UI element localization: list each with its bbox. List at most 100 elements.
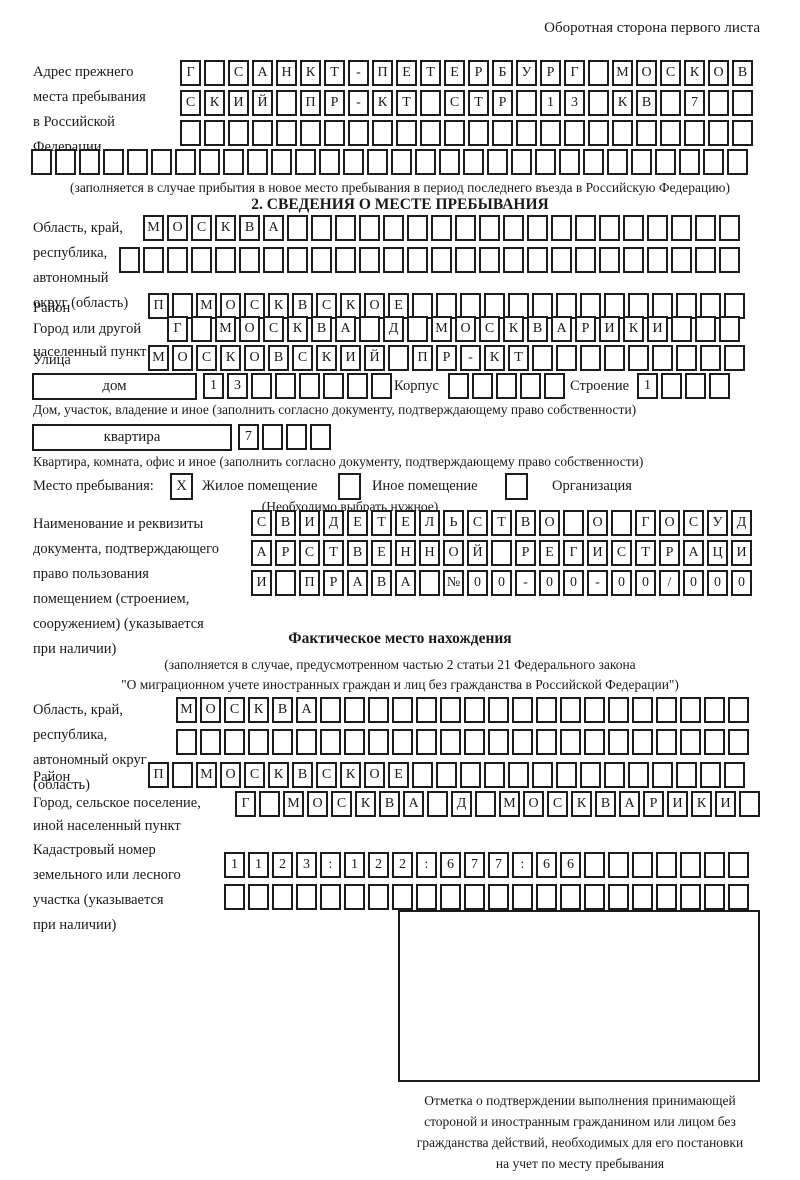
char-cell[interactable]: М bbox=[283, 791, 304, 817]
char-cell[interactable] bbox=[728, 697, 749, 723]
char-cell[interactable]: М bbox=[499, 791, 520, 817]
char-cell[interactable] bbox=[391, 149, 412, 175]
char-cell[interactable]: Д bbox=[451, 791, 472, 817]
char-cell[interactable]: С bbox=[191, 215, 212, 241]
char-cell[interactable] bbox=[516, 120, 537, 146]
char-cell[interactable] bbox=[584, 852, 605, 878]
char-cell[interactable]: 7 bbox=[684, 90, 705, 116]
char-cell[interactable]: К bbox=[268, 293, 289, 319]
char-cell[interactable] bbox=[676, 345, 697, 371]
char-cell[interactable] bbox=[680, 729, 701, 755]
char-cell[interactable]: Е bbox=[347, 510, 368, 536]
char-cell[interactable]: Р bbox=[643, 791, 664, 817]
char-cell[interactable]: О bbox=[659, 510, 680, 536]
char-cell[interactable] bbox=[532, 345, 553, 371]
char-cell[interactable] bbox=[431, 247, 452, 273]
char-cell[interactable] bbox=[551, 215, 572, 241]
char-cell[interactable] bbox=[440, 884, 461, 910]
char-cell[interactable] bbox=[708, 90, 729, 116]
char-cell[interactable]: О bbox=[708, 60, 729, 86]
char-cell[interactable] bbox=[272, 729, 293, 755]
char-cell[interactable]: К bbox=[623, 316, 644, 342]
char-cell[interactable] bbox=[724, 345, 745, 371]
char-cell[interactable]: А bbox=[251, 540, 272, 566]
char-cell[interactable] bbox=[127, 149, 148, 175]
char-cell[interactable]: К bbox=[316, 345, 337, 371]
char-cell[interactable] bbox=[708, 120, 729, 146]
char-cell[interactable] bbox=[607, 149, 628, 175]
char-cell[interactable] bbox=[660, 90, 681, 116]
char-cell[interactable] bbox=[464, 697, 485, 723]
char-cell[interactable] bbox=[383, 247, 404, 273]
char-cell[interactable] bbox=[685, 373, 706, 399]
char-cell[interactable]: 2 bbox=[392, 852, 413, 878]
char-cell[interactable] bbox=[680, 697, 701, 723]
char-cell[interactable]: Т bbox=[635, 540, 656, 566]
char-cell[interactable] bbox=[103, 149, 124, 175]
char-cell[interactable] bbox=[320, 729, 341, 755]
char-cell[interactable] bbox=[488, 697, 509, 723]
char-cell[interactable] bbox=[652, 762, 673, 788]
char-cell[interactable]: О bbox=[220, 762, 241, 788]
char-cell[interactable]: Й bbox=[252, 90, 273, 116]
char-cell[interactable] bbox=[728, 729, 749, 755]
char-cell[interactable]: В bbox=[527, 316, 548, 342]
char-cell[interactable]: 1 bbox=[540, 90, 561, 116]
char-cell[interactable] bbox=[532, 762, 553, 788]
char-cell[interactable]: 0 bbox=[635, 570, 656, 596]
char-cell[interactable] bbox=[455, 247, 476, 273]
char-cell[interactable]: В bbox=[275, 510, 296, 536]
char-cell[interactable] bbox=[359, 247, 380, 273]
char-cell[interactable]: В bbox=[347, 540, 368, 566]
char-cell[interactable]: О bbox=[364, 762, 385, 788]
char-cell[interactable]: Р bbox=[515, 540, 536, 566]
char-cell[interactable]: 7 bbox=[464, 852, 485, 878]
char-cell[interactable] bbox=[628, 345, 649, 371]
char-cell[interactable]: А bbox=[252, 60, 273, 86]
char-cell[interactable] bbox=[275, 570, 296, 596]
char-cell[interactable] bbox=[180, 120, 201, 146]
char-cell[interactable] bbox=[276, 120, 297, 146]
char-cell[interactable]: Б bbox=[492, 60, 513, 86]
char-cell[interactable] bbox=[79, 149, 100, 175]
char-cell[interactable] bbox=[275, 373, 296, 399]
char-cell[interactable] bbox=[440, 697, 461, 723]
char-cell[interactable] bbox=[427, 791, 448, 817]
char-cell[interactable] bbox=[199, 149, 220, 175]
char-cell[interactable]: П bbox=[299, 570, 320, 596]
char-cell[interactable]: С bbox=[224, 697, 245, 723]
char-cell[interactable] bbox=[372, 120, 393, 146]
char-cell[interactable] bbox=[704, 729, 725, 755]
char-cell[interactable] bbox=[671, 247, 692, 273]
char-cell[interactable]: - bbox=[348, 90, 369, 116]
char-cell[interactable]: К bbox=[300, 60, 321, 86]
char-cell[interactable] bbox=[732, 120, 753, 146]
char-cell[interactable]: Г bbox=[563, 540, 584, 566]
char-cell[interactable]: А bbox=[335, 316, 356, 342]
char-cell[interactable]: Т bbox=[371, 510, 392, 536]
char-cell[interactable]: Р bbox=[659, 540, 680, 566]
char-cell[interactable]: О bbox=[636, 60, 657, 86]
char-cell[interactable] bbox=[455, 215, 476, 241]
char-cell[interactable]: К bbox=[287, 316, 308, 342]
char-cell[interactable] bbox=[647, 247, 668, 273]
char-cell[interactable]: И bbox=[599, 316, 620, 342]
char-cell[interactable] bbox=[695, 316, 716, 342]
char-cell[interactable] bbox=[439, 149, 460, 175]
char-cell[interactable] bbox=[580, 345, 601, 371]
char-cell[interactable] bbox=[656, 697, 677, 723]
char-cell[interactable] bbox=[320, 884, 341, 910]
char-cell[interactable] bbox=[287, 247, 308, 273]
char-cell[interactable] bbox=[259, 791, 280, 817]
char-cell[interactable] bbox=[556, 345, 577, 371]
char-cell[interactable] bbox=[392, 697, 413, 723]
char-cell[interactable]: С bbox=[316, 293, 337, 319]
char-cell[interactable] bbox=[503, 215, 524, 241]
char-cell[interactable]: И bbox=[340, 345, 361, 371]
char-cell[interactable]: - bbox=[348, 60, 369, 86]
char-cell[interactable] bbox=[407, 316, 428, 342]
char-cell[interactable]: Е bbox=[395, 510, 416, 536]
char-cell[interactable]: Е bbox=[388, 762, 409, 788]
char-cell[interactable]: О bbox=[200, 697, 221, 723]
char-cell[interactable] bbox=[608, 697, 629, 723]
